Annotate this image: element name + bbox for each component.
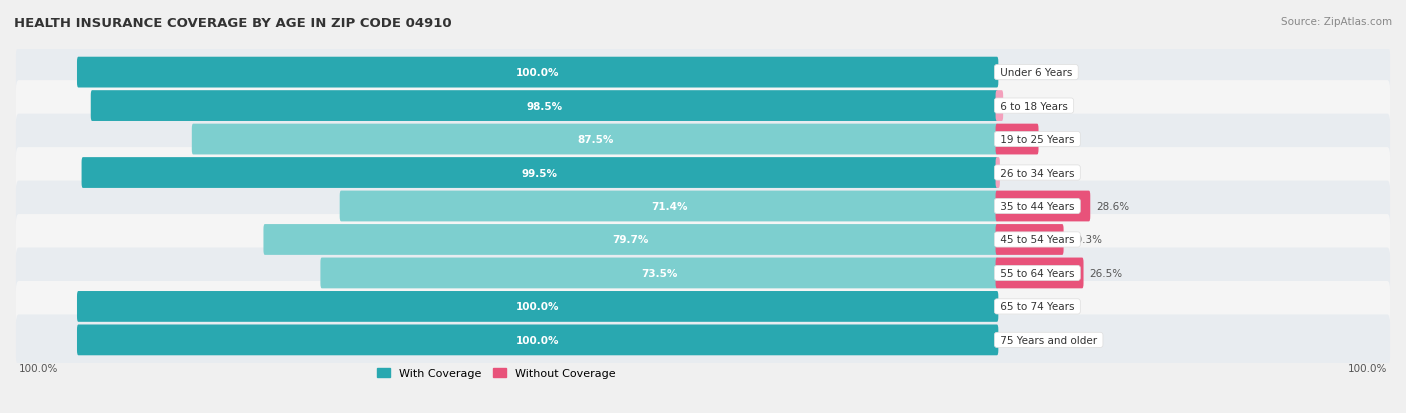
FancyBboxPatch shape: [15, 214, 1391, 265]
Text: 100.0%: 100.0%: [516, 301, 560, 312]
Legend: With Coverage, Without Coverage: With Coverage, Without Coverage: [373, 364, 620, 383]
Text: 87.5%: 87.5%: [576, 135, 613, 145]
Text: 20.3%: 20.3%: [1070, 235, 1102, 245]
Text: 100.0%: 100.0%: [516, 68, 560, 78]
FancyBboxPatch shape: [15, 148, 1391, 199]
Text: 28.6%: 28.6%: [1097, 202, 1129, 211]
Text: Source: ZipAtlas.com: Source: ZipAtlas.com: [1281, 17, 1392, 26]
Text: 79.7%: 79.7%: [613, 235, 650, 245]
Text: HEALTH INSURANCE COVERAGE BY AGE IN ZIP CODE 04910: HEALTH INSURANCE COVERAGE BY AGE IN ZIP …: [14, 17, 451, 29]
Text: 12.5%: 12.5%: [1045, 135, 1077, 145]
Text: 100.0%: 100.0%: [18, 363, 58, 373]
Text: 100.0%: 100.0%: [1348, 363, 1388, 373]
FancyBboxPatch shape: [340, 191, 998, 222]
FancyBboxPatch shape: [82, 158, 998, 188]
Text: 100.0%: 100.0%: [516, 335, 560, 345]
Text: 45 to 54 Years: 45 to 54 Years: [997, 235, 1077, 245]
FancyBboxPatch shape: [321, 258, 998, 289]
FancyBboxPatch shape: [191, 124, 998, 155]
FancyBboxPatch shape: [263, 225, 998, 255]
Text: 6 to 18 Years: 6 to 18 Years: [997, 101, 1071, 112]
Text: 1.5%: 1.5%: [1010, 101, 1036, 112]
Text: 55 to 64 Years: 55 to 64 Years: [997, 268, 1077, 278]
Text: 65 to 74 Years: 65 to 74 Years: [997, 301, 1077, 312]
Text: 71.4%: 71.4%: [651, 202, 688, 211]
Text: Under 6 Years: Under 6 Years: [997, 68, 1076, 78]
Text: 98.5%: 98.5%: [526, 101, 562, 112]
Text: 75 Years and older: 75 Years and older: [997, 335, 1101, 345]
Text: 0.48%: 0.48%: [1005, 168, 1039, 178]
FancyBboxPatch shape: [15, 181, 1391, 232]
FancyBboxPatch shape: [995, 91, 1002, 122]
FancyBboxPatch shape: [15, 281, 1391, 332]
Text: 0.0%: 0.0%: [1004, 301, 1031, 312]
Text: 26.5%: 26.5%: [1090, 268, 1122, 278]
Text: 0.0%: 0.0%: [1004, 335, 1031, 345]
Text: 0.0%: 0.0%: [1004, 68, 1031, 78]
FancyBboxPatch shape: [995, 158, 1000, 188]
FancyBboxPatch shape: [77, 325, 998, 356]
Text: 26 to 34 Years: 26 to 34 Years: [997, 168, 1077, 178]
FancyBboxPatch shape: [91, 91, 998, 122]
Text: 19 to 25 Years: 19 to 25 Years: [997, 135, 1077, 145]
FancyBboxPatch shape: [15, 81, 1391, 132]
FancyBboxPatch shape: [77, 291, 998, 322]
FancyBboxPatch shape: [15, 114, 1391, 165]
Text: 73.5%: 73.5%: [641, 268, 678, 278]
FancyBboxPatch shape: [995, 225, 1063, 255]
Text: 35 to 44 Years: 35 to 44 Years: [997, 202, 1077, 211]
FancyBboxPatch shape: [995, 258, 1084, 289]
Text: 99.5%: 99.5%: [522, 168, 558, 178]
FancyBboxPatch shape: [995, 124, 1039, 155]
FancyBboxPatch shape: [77, 57, 998, 88]
FancyBboxPatch shape: [15, 47, 1391, 98]
FancyBboxPatch shape: [15, 248, 1391, 299]
FancyBboxPatch shape: [995, 191, 1090, 222]
FancyBboxPatch shape: [15, 315, 1391, 366]
